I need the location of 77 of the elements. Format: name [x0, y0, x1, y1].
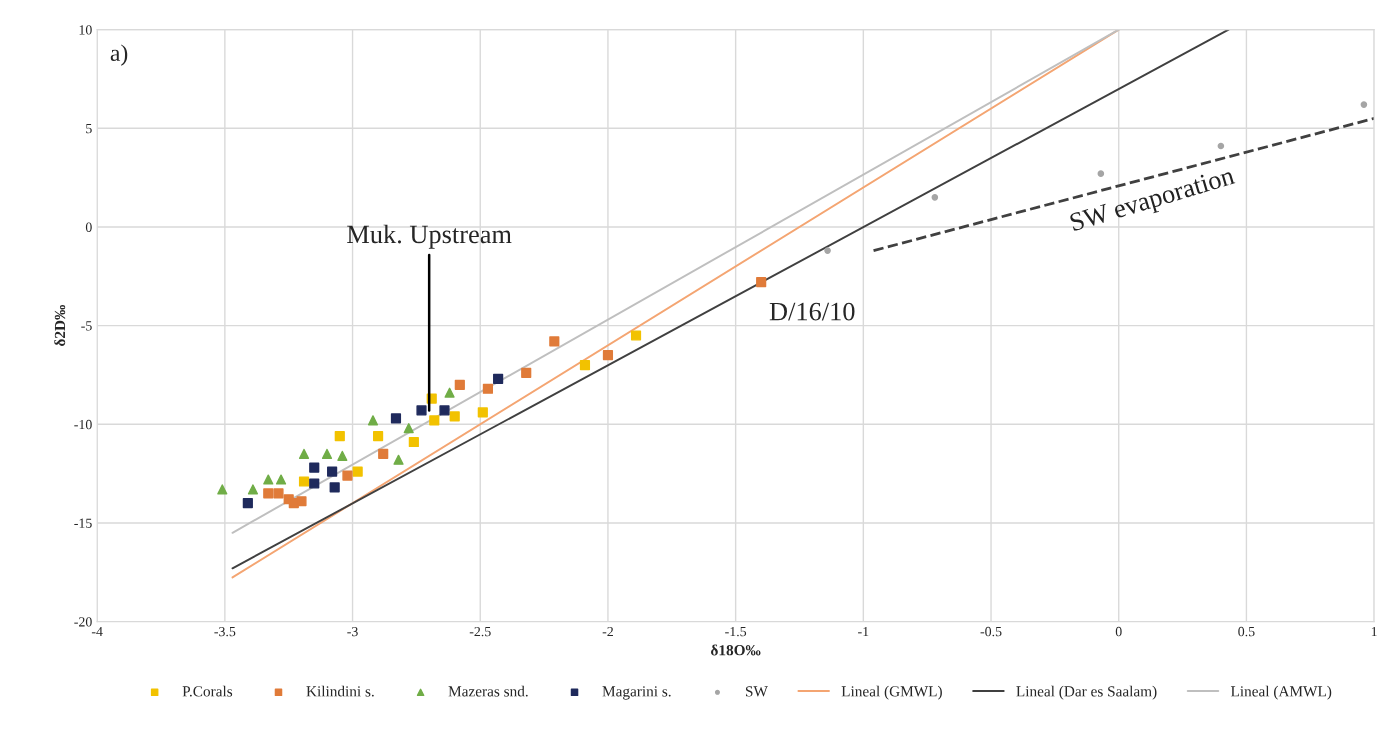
x-tick-label: -3.5	[214, 626, 236, 637]
point	[327, 466, 338, 477]
y-tick-label: -5	[81, 321, 92, 331]
point	[579, 359, 591, 371]
point	[242, 498, 253, 509]
legend-label: Magarini s.	[602, 686, 671, 700]
annotation: Muk. Upstream	[347, 224, 512, 249]
point	[482, 383, 493, 394]
legend-label: Lineal (Dar es Saalam)	[1016, 685, 1157, 700]
point	[756, 277, 767, 288]
x-tick-label: -1	[858, 626, 869, 637]
legend-label: Lineal (GMWL)	[841, 685, 942, 700]
point	[393, 454, 404, 465]
y-tick-label: -15	[74, 518, 92, 528]
point	[549, 336, 560, 347]
x-axis-title: δ18O‰	[711, 644, 761, 656]
annotation: a)	[110, 44, 128, 66]
x-tick-label: 1	[1371, 626, 1377, 637]
y-tick-label: -10	[74, 419, 92, 430]
point	[296, 496, 307, 507]
annotation: D/16/10	[769, 302, 855, 321]
point	[373, 431, 384, 442]
legend-label: Mazeras snd.	[448, 685, 528, 697]
point	[931, 194, 939, 201]
point	[329, 482, 340, 493]
point	[602, 350, 614, 361]
point	[477, 407, 488, 418]
point	[337, 450, 348, 461]
point	[1360, 101, 1368, 108]
point	[630, 330, 642, 341]
point	[273, 488, 284, 499]
x-tick-label: -2.5	[469, 626, 491, 637]
point	[367, 415, 379, 426]
point	[263, 474, 274, 485]
point	[521, 367, 532, 379]
point	[342, 470, 353, 481]
y-tick-label: 5	[86, 123, 92, 134]
y-tick-label: 0	[85, 222, 92, 232]
point	[439, 405, 450, 416]
point	[1097, 170, 1105, 177]
point	[824, 247, 831, 254]
y-tick-label: -20	[74, 617, 92, 627]
point	[309, 478, 320, 489]
point	[298, 476, 310, 487]
point	[217, 484, 228, 495]
point	[390, 413, 402, 424]
point	[403, 423, 414, 434]
point	[263, 488, 274, 499]
y-tick-label: 10	[79, 25, 92, 35]
point	[454, 379, 465, 390]
point	[408, 436, 419, 448]
point	[1217, 142, 1225, 150]
x-tick-label: 0.5	[1238, 626, 1255, 637]
point	[416, 405, 427, 416]
legend-label: Kilindini s.	[306, 685, 374, 697]
x-tick-label: -2	[602, 626, 613, 637]
point	[321, 448, 333, 459]
point	[352, 466, 363, 477]
point	[334, 431, 345, 442]
point	[309, 462, 320, 473]
x-tick-label: -0.5	[980, 626, 1002, 637]
x-tick-label: 0	[1115, 626, 1122, 637]
legend-label: SW	[745, 686, 768, 697]
point	[247, 484, 259, 495]
x-tick-label: -3	[347, 626, 358, 637]
x-tick-label: -4	[91, 626, 103, 637]
point	[449, 411, 460, 422]
point	[429, 415, 440, 426]
point	[444, 387, 455, 398]
x-tick-label: -1.5	[725, 626, 747, 637]
legend-label: Lineal (AMWL)	[1230, 685, 1332, 700]
point	[378, 448, 389, 459]
point	[298, 448, 310, 459]
y-axis-title: δ2D‰	[54, 304, 66, 346]
legend-label: P.Corals	[182, 685, 233, 697]
point	[493, 373, 504, 384]
point	[275, 474, 287, 485]
